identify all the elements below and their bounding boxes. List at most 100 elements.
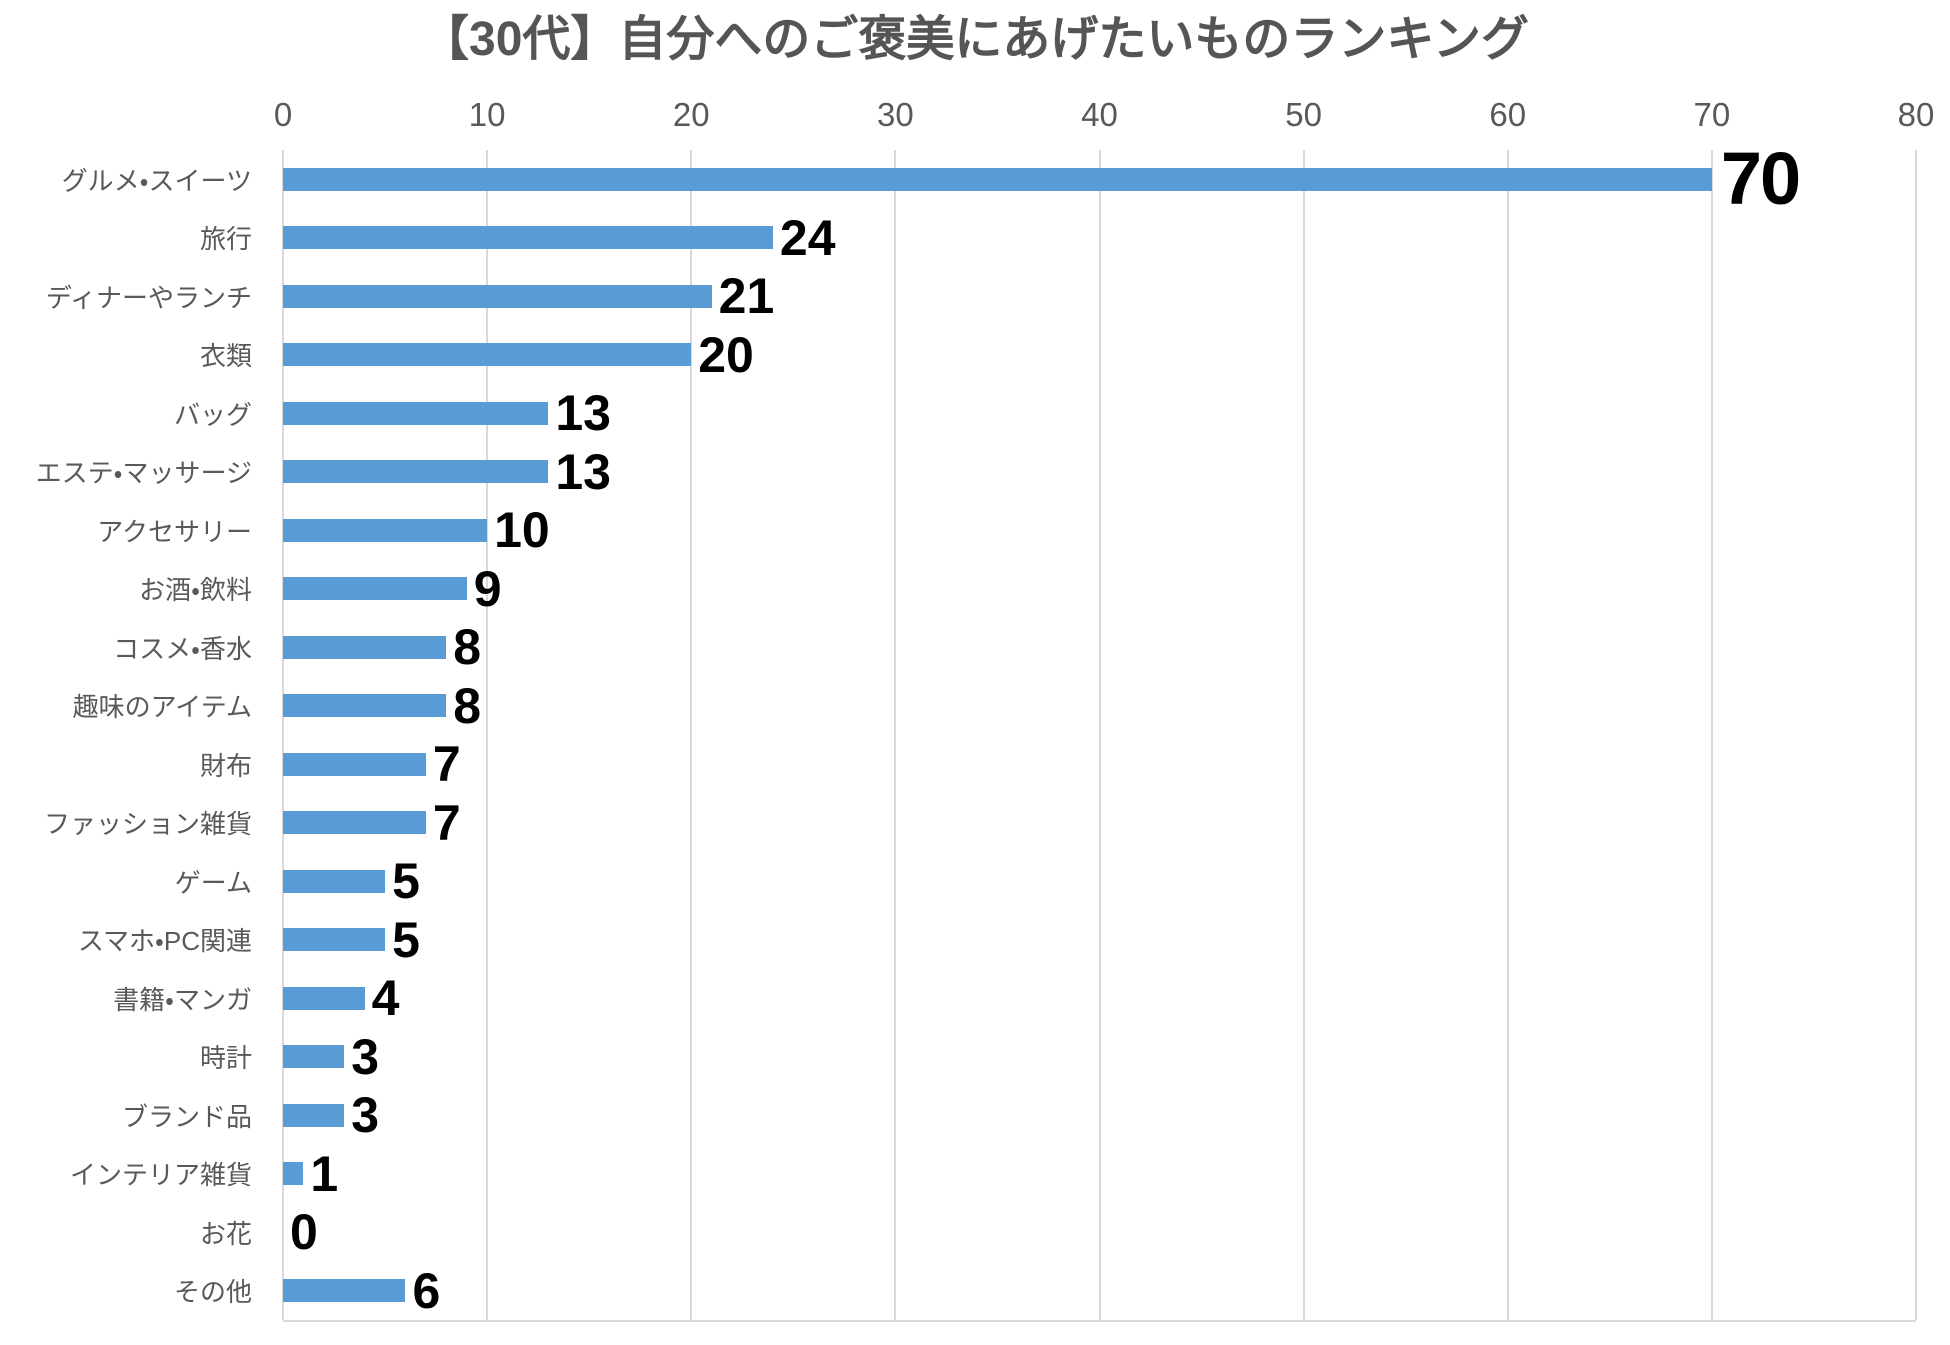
bar xyxy=(283,343,692,367)
category-label: その他 xyxy=(173,1277,252,1308)
x-tick-label: 40 xyxy=(1081,96,1118,133)
x-tick-label: 80 xyxy=(1897,96,1935,133)
value-label: 7 xyxy=(432,794,461,851)
bar-row: 9 xyxy=(283,560,1916,619)
bar xyxy=(283,518,488,542)
gridline xyxy=(1506,150,1509,1320)
category-axis: グルメ・スイーツ旅行ディナーやランチ衣類バッグエステ・マッサージアクセサリーお酒… xyxy=(0,150,283,1320)
bar-rows: 70 24 21 20 13 13 10 9 8 8 7 7 5 5 xyxy=(283,142,1916,1321)
value-label: 13 xyxy=(555,443,611,500)
value-label: 9 xyxy=(473,560,502,617)
bar xyxy=(283,1162,304,1186)
bar xyxy=(283,1103,345,1127)
value-label: 0 xyxy=(290,1204,318,1261)
bar xyxy=(283,577,467,601)
bar xyxy=(283,1279,406,1303)
bar-row: 6 xyxy=(283,1262,1916,1321)
bar xyxy=(283,167,1712,191)
bar xyxy=(283,694,447,718)
category-label: スマホ・PC関連 xyxy=(77,926,252,957)
gridline xyxy=(894,150,897,1320)
bar-row: 1 xyxy=(283,1145,1916,1204)
gridline xyxy=(282,150,284,1320)
x-tick-label: 20 xyxy=(672,96,710,133)
bar-row: 70 xyxy=(283,142,1916,216)
bar-row: 13 xyxy=(283,443,1916,502)
gridline xyxy=(1915,150,1917,1320)
bar-row: 7 xyxy=(283,735,1916,794)
gridline xyxy=(1302,150,1305,1320)
category-label: グルメ・スイーツ xyxy=(61,165,252,196)
x-axis: 0 10 20 30 40 50 60 70 80 xyxy=(274,96,1935,137)
x-tick-label: 60 xyxy=(1489,96,1527,133)
category-label: ディナーやランチ xyxy=(45,282,252,313)
bar xyxy=(283,401,549,425)
gridline xyxy=(486,150,489,1320)
gridline xyxy=(1098,150,1101,1320)
value-label: 24 xyxy=(779,209,836,266)
x-tick-label: 10 xyxy=(468,96,506,133)
bar xyxy=(283,1045,345,1069)
value-label: 4 xyxy=(371,970,400,1027)
value-label: 5 xyxy=(392,853,420,910)
x-tick-label: 70 xyxy=(1693,96,1731,133)
bar-row: 8 xyxy=(283,618,1916,677)
category-label: コスメ・香水 xyxy=(113,633,252,664)
bar-row: 13 xyxy=(283,384,1916,443)
bar xyxy=(283,986,365,1010)
value-label: 5 xyxy=(392,911,420,968)
bar-row: 7 xyxy=(283,794,1916,853)
category-label: エステ・マッサージ xyxy=(35,458,252,489)
bar-row: 5 xyxy=(283,852,1916,911)
category-label: 衣類 xyxy=(199,341,252,372)
category-label: 旅行 xyxy=(199,224,252,255)
value-label: 21 xyxy=(718,268,775,325)
category-label: ファッション雑貨 xyxy=(43,809,252,840)
category-label: 趣味のアイテム xyxy=(72,692,252,723)
category-label: 書籍・マンガ xyxy=(113,984,252,1015)
category-label: お酒・飲料 xyxy=(139,575,252,606)
bar-row: 8 xyxy=(283,677,1916,736)
category-label: インテリア雑貨 xyxy=(69,1160,252,1191)
bar xyxy=(283,635,447,659)
value-label: 7 xyxy=(432,736,461,793)
value-label: 10 xyxy=(494,502,550,559)
bar-row: 24 xyxy=(283,209,1916,268)
category-label: アクセサリー xyxy=(97,516,252,547)
value-label: 70 xyxy=(1720,137,1801,221)
bar xyxy=(283,284,712,308)
gridline xyxy=(690,150,693,1320)
bar-row: 10 xyxy=(283,501,1916,560)
bar-row: 4 xyxy=(283,969,1916,1028)
bar-row: 5 xyxy=(283,911,1916,970)
value-label: 3 xyxy=(351,1087,380,1144)
bar-row: 20 xyxy=(283,326,1916,385)
value-label: 8 xyxy=(453,677,482,734)
category-label: バッグ xyxy=(173,399,252,430)
x-tick-label: 50 xyxy=(1285,96,1322,133)
bar xyxy=(283,811,426,835)
plot-area: 70 24 21 20 13 13 10 9 8 8 7 7 5 5 xyxy=(282,142,1917,1322)
value-label: 20 xyxy=(698,326,754,383)
value-label: 1 xyxy=(310,1145,339,1202)
bar xyxy=(283,869,386,893)
gridline xyxy=(1710,150,1713,1320)
bar xyxy=(283,928,386,952)
bar xyxy=(283,226,773,250)
bar xyxy=(283,752,426,776)
bar-row: 3 xyxy=(283,1086,1916,1145)
bar-row: 3 xyxy=(283,1028,1916,1087)
category-label: ブランド品 xyxy=(121,1101,252,1132)
value-label: 3 xyxy=(351,1028,380,1085)
value-label: 8 xyxy=(453,619,482,676)
bar-row: 21 xyxy=(283,267,1916,326)
bar xyxy=(283,460,549,484)
x-tick-label: 30 xyxy=(877,96,914,133)
bar-row: 0 xyxy=(283,1203,1916,1262)
category-label: 財布 xyxy=(199,750,252,781)
value-label: 6 xyxy=(412,1262,441,1319)
value-label: 13 xyxy=(555,385,611,442)
category-label: お花 xyxy=(199,1218,252,1249)
chart-title: 【30代】自分へのご褒美にあげたいものランキング xyxy=(421,13,1529,66)
